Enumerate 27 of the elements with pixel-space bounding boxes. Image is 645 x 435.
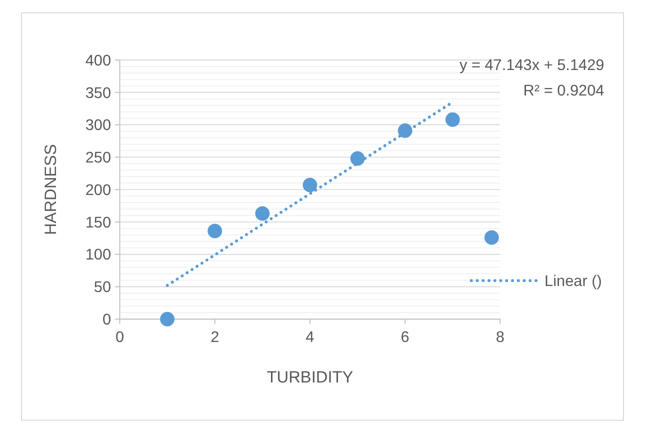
point: [350, 151, 365, 166]
point: [445, 112, 460, 127]
legend-label: Linear (): [544, 272, 602, 290]
x-tick-label: 4: [306, 329, 315, 346]
y-tick-label: 50: [94, 279, 112, 296]
y-tick-label: 0: [102, 312, 112, 329]
y-tick-label: 400: [85, 52, 112, 70]
y-tick-label: 150: [85, 214, 112, 232]
x-tick-label: 2: [210, 329, 220, 346]
text: R² = 0.9204: [523, 82, 605, 100]
x-axis-title: TURBIDITY: [266, 368, 354, 387]
y-axis-title: HARDNESS: [42, 144, 60, 236]
x-tick-label: 8: [496, 329, 505, 346]
point: [302, 178, 318, 192]
y-tick-label: 300: [85, 117, 112, 134]
x-tick-label: 6: [400, 329, 410, 346]
point: [398, 123, 412, 138]
point: [208, 224, 222, 238]
annotation: y = 47.143x + 5.1429: [459, 57, 604, 74]
point: [484, 230, 499, 245]
y-tick-label: 250: [85, 150, 112, 167]
y-tick-label: 100: [85, 246, 112, 264]
y-tick-label: 200: [85, 182, 112, 199]
point: [160, 312, 175, 326]
x-tick-label: 0: [115, 329, 124, 346]
y-tick-label: 350: [85, 84, 112, 102]
point: [255, 206, 270, 221]
